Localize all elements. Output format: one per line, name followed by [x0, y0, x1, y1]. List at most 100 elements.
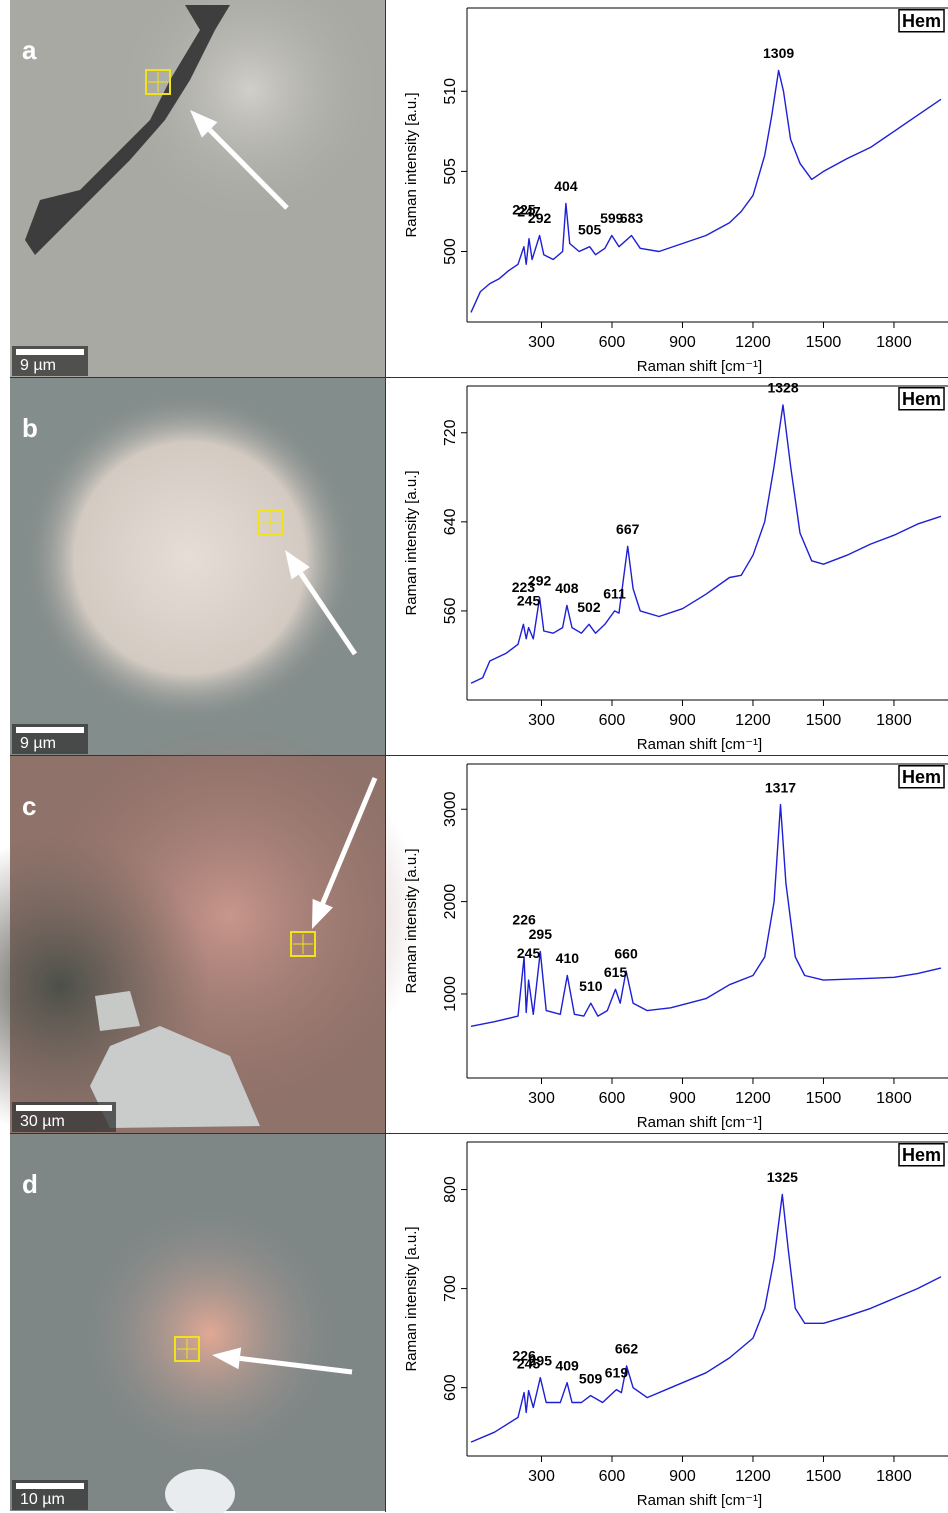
y-tick-label: 1000 — [442, 976, 459, 1012]
peak-label: 1328 — [767, 380, 798, 396]
x-tick-label: 900 — [669, 334, 696, 351]
x-axis-label: Raman shift [cm⁻¹] — [637, 736, 762, 753]
peak-label: 1317 — [765, 779, 796, 795]
y-tick-label: 2000 — [442, 884, 459, 920]
x-tick-label: 1500 — [806, 712, 842, 729]
x-tick-label: 900 — [669, 712, 696, 729]
y-axis-label: Raman intensity [a.u.] — [403, 470, 420, 615]
peak-label: 1325 — [767, 1169, 798, 1185]
peak-label: 660 — [614, 946, 638, 962]
x-tick-label: 1800 — [876, 1090, 912, 1107]
x-tick-label: 300 — [528, 1468, 555, 1485]
panel-label: c — [22, 791, 36, 821]
scale-bar-label: 10 µm — [20, 1491, 65, 1508]
peak-label: 510 — [579, 978, 603, 994]
x-tick-label: 600 — [599, 1090, 626, 1107]
y-axis-label: Raman intensity [a.u.] — [403, 92, 420, 237]
x-tick-label: 1800 — [876, 1468, 912, 1485]
x-tick-label: 1200 — [735, 334, 771, 351]
peak-label: 245 — [517, 592, 541, 608]
scale-bar-label: 9 µm — [20, 735, 56, 752]
mineral-label: Hem — [902, 1145, 941, 1165]
x-tick-label: 300 — [528, 1090, 555, 1107]
spectrum-line — [471, 71, 941, 313]
micrograph: 30 µm c — [0, 726, 420, 1136]
x-tick-label: 1500 — [806, 1468, 842, 1485]
spectrum-line — [471, 805, 941, 1027]
peak-label: 245 — [517, 945, 541, 961]
x-tick-label: 1500 — [806, 334, 842, 351]
x-tick-label: 300 — [528, 334, 555, 351]
peak-label: 404 — [554, 178, 578, 194]
spectrum-line — [471, 405, 941, 683]
x-axis-label: Raman shift [cm⁻¹] — [637, 358, 762, 375]
x-tick-label: 900 — [669, 1090, 696, 1107]
x-tick-label: 1200 — [735, 1090, 771, 1107]
micrograph: 10 µm d — [10, 1134, 385, 1513]
x-tick-label: 600 — [599, 1468, 626, 1485]
x-tick-label: 300 — [528, 712, 555, 729]
peak-label: 502 — [577, 599, 601, 615]
panel-label: a — [22, 35, 37, 65]
x-tick-label: 900 — [669, 1468, 696, 1485]
peak-label: 408 — [555, 580, 579, 596]
peak-label: 292 — [528, 210, 552, 226]
y-tick-label: 800 — [442, 1176, 459, 1203]
peak-label: 292 — [528, 572, 552, 588]
peak-label: 611 — [603, 586, 626, 602]
figure: 9 µm a 500 505 510 300 600 900 1200 1500 1800 Raman… — [0, 0, 948, 1513]
y-tick-label: 510 — [442, 78, 459, 105]
panel: 9 µm b 560 640 720 300 600 900 1200 1500 1800 Raman… — [10, 378, 948, 756]
panel-label: d — [22, 1169, 38, 1199]
micrograph: 9 µm a — [10, 0, 390, 377]
scale-bar-label: 9 µm — [20, 357, 56, 374]
x-tick-label: 600 — [599, 334, 626, 351]
y-tick-label: 600 — [442, 1374, 459, 1401]
y-tick-label: 700 — [442, 1275, 459, 1302]
image-blob — [80, 1204, 340, 1464]
mineral-label: Hem — [902, 389, 941, 409]
peak-label: 509 — [579, 1370, 603, 1386]
x-tick-label: 1500 — [806, 1090, 842, 1107]
scale-bar — [16, 349, 84, 355]
micrograph: 9 µm b — [10, 378, 385, 755]
scale-bar — [16, 1105, 112, 1111]
panel-label: b — [22, 413, 38, 443]
x-axis-label: Raman shift [cm⁻¹] — [637, 1114, 762, 1131]
peak-label: 619 — [605, 1364, 629, 1380]
panel: 10 µm d 600 700 800 300 600 900 1200 1500 1800 Rama… — [10, 1134, 948, 1513]
spectrum-line — [471, 1195, 941, 1443]
scale-bar — [16, 1483, 84, 1489]
peak-label: 295 — [529, 1352, 553, 1368]
y-tick-label: 500 — [442, 238, 459, 265]
mineral-label: Hem — [902, 11, 941, 31]
peak-label: 615 — [604, 964, 628, 980]
panel: 30 µm c 1000 2000 3000 300 600 900 1200 1500 1800 R… — [0, 726, 948, 1136]
x-tick-label: 1200 — [735, 1468, 771, 1485]
y-axis-label: Raman intensity [a.u.] — [403, 1226, 420, 1371]
y-tick-label: 505 — [442, 158, 459, 185]
mineral-label: Hem — [902, 767, 941, 787]
peak-label: 295 — [529, 926, 553, 942]
peak-label: 409 — [555, 1357, 579, 1373]
peak-label: 667 — [616, 521, 640, 537]
x-tick-label: 600 — [599, 712, 626, 729]
peak-label: 505 — [578, 221, 602, 237]
peak-label: 410 — [556, 950, 580, 966]
y-tick-label: 560 — [442, 597, 459, 624]
y-tick-label: 3000 — [442, 791, 459, 827]
panel: 9 µm a 500 505 510 300 600 900 1200 1500 1800 Raman… — [10, 0, 948, 378]
peak-label: 683 — [620, 210, 644, 226]
x-tick-label: 1200 — [735, 712, 771, 729]
x-tick-label: 1800 — [876, 712, 912, 729]
peak-label: 1309 — [763, 45, 794, 61]
y-axis-label: Raman intensity [a.u.] — [403, 848, 420, 993]
y-tick-label: 640 — [442, 508, 459, 535]
x-axis-label: Raman shift [cm⁻¹] — [637, 1492, 762, 1509]
image-blob — [25, 393, 355, 723]
scale-bar-label: 30 µm — [20, 1113, 65, 1130]
x-tick-label: 1800 — [876, 334, 912, 351]
peak-label: 662 — [615, 1341, 639, 1357]
y-tick-label: 720 — [442, 419, 459, 446]
scale-bar — [16, 727, 84, 733]
